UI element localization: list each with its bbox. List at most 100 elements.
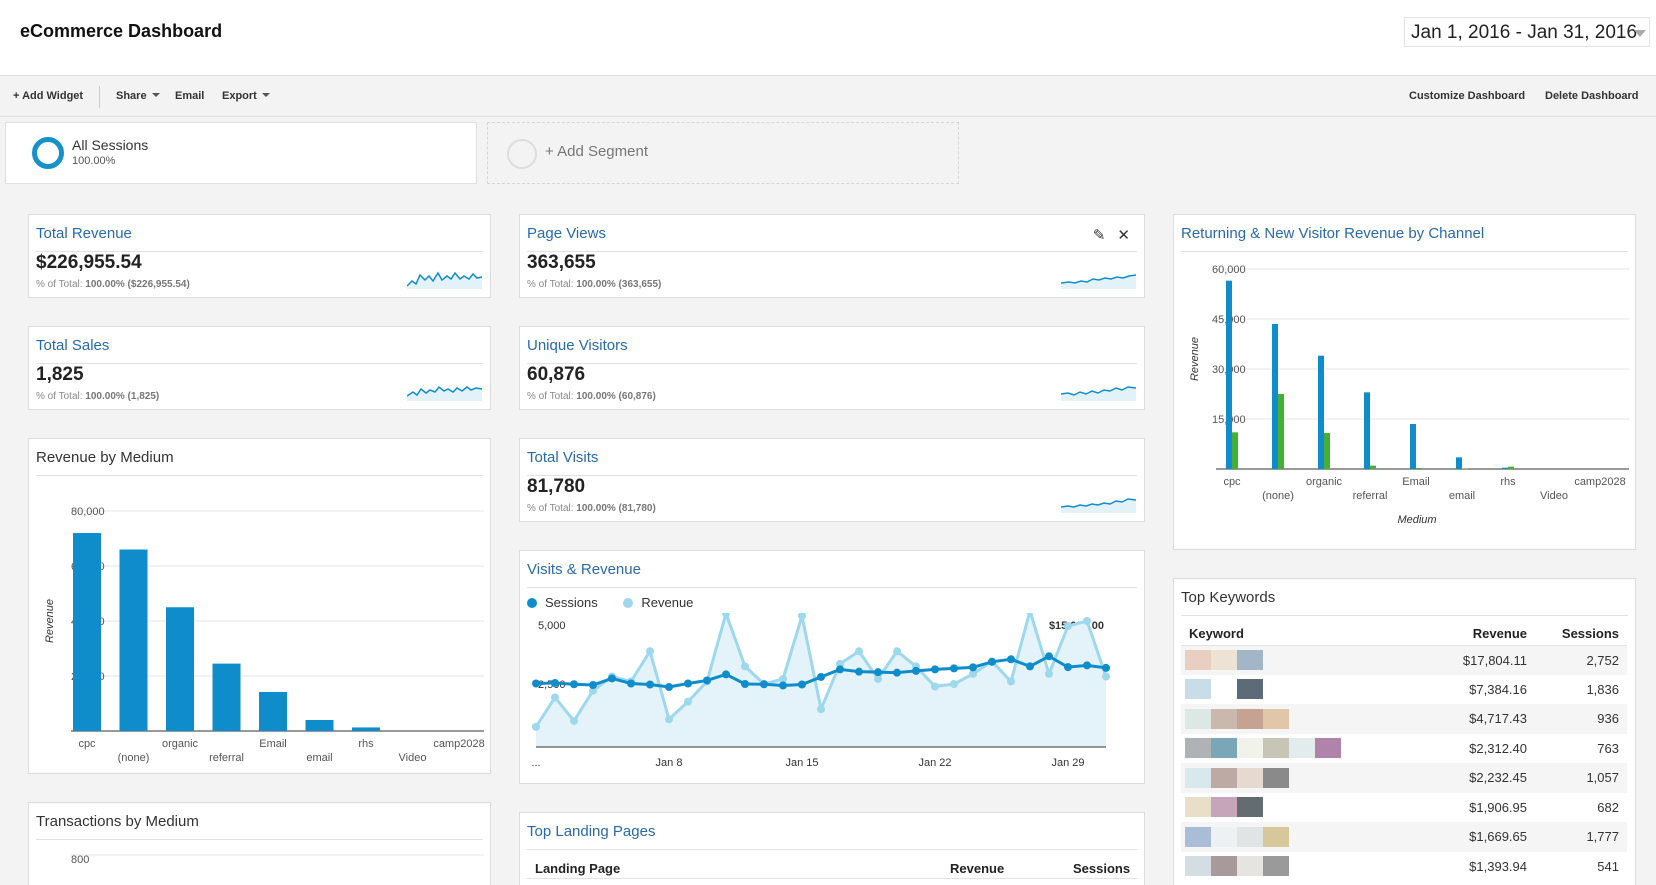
- table-row[interactable]: $1,906.95 682: [1181, 793, 1627, 823]
- widget-title[interactable]: Visits & Revenue: [527, 561, 641, 578]
- metric-subtext: % of Total: 100.00% ($226,955.54): [36, 279, 190, 290]
- edit-pencil-icon[interactable]: ✎: [1092, 227, 1106, 244]
- x-tick-label: ...: [531, 757, 540, 769]
- sessions-point: [1102, 663, 1110, 672]
- y-tick-label-left: 5,000: [538, 620, 566, 632]
- sessions-point: [855, 667, 863, 676]
- keyword-cell[interactable]: [1181, 675, 1425, 705]
- widget-title: Transactions by Medium: [36, 813, 199, 830]
- widget-title[interactable]: Page Views: [527, 225, 606, 242]
- sessions-point: [570, 680, 578, 689]
- bar: [166, 607, 194, 731]
- export-button[interactable]: Export: [222, 90, 270, 102]
- add-widget-button[interactable]: + Add Widget: [13, 90, 84, 102]
- x-tick-label: Email: [1402, 476, 1430, 488]
- chevron-down-icon[interactable]: [1634, 30, 1646, 37]
- revenue-cell: $2,312.40: [1469, 740, 1527, 756]
- revenue-point: [684, 697, 692, 706]
- title-divider: [527, 475, 1137, 476]
- sessions-point: [760, 680, 768, 689]
- column-header-landing-page[interactable]: Landing Page: [535, 861, 621, 876]
- revenue-area: [536, 613, 1106, 747]
- keyword-cell[interactable]: [1181, 763, 1425, 793]
- add-segment-slot[interactable]: + Add Segment: [487, 122, 959, 184]
- revenue-point: [950, 680, 958, 688]
- sparkline: [407, 385, 482, 401]
- widget-title[interactable]: Unique Visitors: [527, 337, 628, 354]
- revenue-point: [1026, 613, 1034, 615]
- delete-dashboard-button[interactable]: Delete Dashboard: [1545, 90, 1639, 102]
- revenue-point: [817, 705, 825, 714]
- table-row[interactable]: $17,804.11 2,752: [1181, 645, 1627, 675]
- title-divider: [36, 475, 483, 476]
- widget-title[interactable]: Total Sales: [36, 337, 110, 354]
- metric-subtext: % of Total: 100.00% (60,876): [527, 391, 656, 402]
- redacted-keyword-block: [1185, 797, 1211, 818]
- sparkline: [1061, 498, 1136, 513]
- column-header-keyword[interactable]: Keyword: [1181, 623, 1425, 646]
- revenue-point: [1102, 672, 1110, 681]
- redacted-keyword-block: [1185, 738, 1211, 759]
- revenue-point: [836, 659, 844, 668]
- column-header-revenue[interactable]: Revenue: [950, 861, 1005, 876]
- table-row[interactable]: $7,384.16 1,836: [1181, 675, 1627, 705]
- sessions-point: [665, 683, 673, 692]
- x-tick-label: Jan 8: [656, 757, 683, 769]
- keyword-cell[interactable]: [1181, 793, 1425, 823]
- column-header-revenue[interactable]: Revenue: [1425, 623, 1535, 646]
- x-tick-label: camp2028: [1574, 476, 1625, 488]
- title-divider: [1181, 251, 1628, 252]
- redacted-keyword-block: [1211, 738, 1237, 759]
- revenue-point: [1083, 617, 1091, 625]
- redacted-keyword-block: [1237, 856, 1263, 877]
- sessions-cell: 763: [1597, 740, 1619, 756]
- metric-sub-value: 100.00% (60,876): [576, 391, 656, 402]
- email-button[interactable]: Email: [175, 90, 205, 102]
- customize-dashboard-button[interactable]: Customize Dashboard: [1409, 90, 1526, 102]
- sessions-point: [703, 676, 711, 685]
- metric-sub-value: 100.00% (81,780): [576, 503, 656, 514]
- table-row[interactable]: $2,232.45 1,057: [1181, 763, 1627, 793]
- segment-all-sessions[interactable]: All Sessions 100.00%: [5, 122, 477, 184]
- keyword-cell[interactable]: [1181, 704, 1425, 734]
- table-row[interactable]: $4,717.43 936: [1181, 704, 1627, 734]
- widget-title[interactable]: Total Visits: [527, 449, 599, 466]
- x-tick-label: (none): [118, 752, 150, 764]
- redacted-keyword-block: [1237, 738, 1263, 759]
- share-button[interactable]: Share: [116, 90, 160, 102]
- sessions-point: [988, 657, 996, 666]
- redacted-keyword-block: [1211, 650, 1237, 670]
- bar: [259, 691, 287, 731]
- table-row[interactable]: $2,312.40 763: [1181, 734, 1627, 764]
- keyword-cell[interactable]: [1181, 852, 1425, 882]
- metric-subtext: % of Total: 100.00% (363,655): [527, 279, 661, 290]
- widget-title[interactable]: Top Landing Pages: [527, 823, 656, 840]
- table-row[interactable]: $1,669.65 1,777: [1181, 822, 1627, 852]
- sessions-point: [532, 679, 540, 688]
- x-tick-label: Jan 22: [918, 757, 951, 769]
- widget-top-keywords: Top Keywords Keyword Revenue Sessions $1…: [1173, 578, 1636, 885]
- close-icon[interactable]: ✕: [1117, 227, 1130, 244]
- column-header-sessions[interactable]: Sessions: [1535, 623, 1627, 646]
- column-header-sessions[interactable]: Sessions: [1073, 861, 1131, 876]
- sessions-point: [1045, 652, 1053, 661]
- bar: [73, 533, 101, 731]
- revenue-point: [779, 674, 787, 683]
- x-tick-label: organic: [162, 738, 199, 750]
- keyword-cell[interactable]: [1181, 645, 1425, 675]
- date-range-picker[interactable]: Jan 1, 2016 - Jan 31, 2016: [1404, 17, 1650, 47]
- widget-title[interactable]: Returning & New Visitor Revenue by Chann…: [1181, 225, 1485, 242]
- metric-sub-label: % of Total:: [527, 391, 574, 402]
- add-segment-button[interactable]: + Add Segment: [545, 143, 648, 160]
- keyword-cell[interactable]: [1181, 734, 1425, 764]
- sessions-cell: 1,836: [1586, 681, 1619, 697]
- redacted-keyword-block: [1185, 767, 1211, 788]
- title-divider: [1181, 615, 1628, 616]
- table-row[interactable]: $1,393.94 541: [1181, 852, 1627, 882]
- widget-title[interactable]: Total Revenue: [36, 225, 132, 242]
- dashboard-toolbar: + Add Widget Share Email Export Customiz…: [0, 77, 1656, 117]
- redacted-keyword-block: [1185, 650, 1211, 670]
- keyword-cell[interactable]: [1181, 822, 1425, 852]
- widget-visits-revenue: Visits & Revenue Sessions Revenue 5,0002…: [519, 550, 1145, 784]
- redacted-keyword-block: [1263, 738, 1289, 759]
